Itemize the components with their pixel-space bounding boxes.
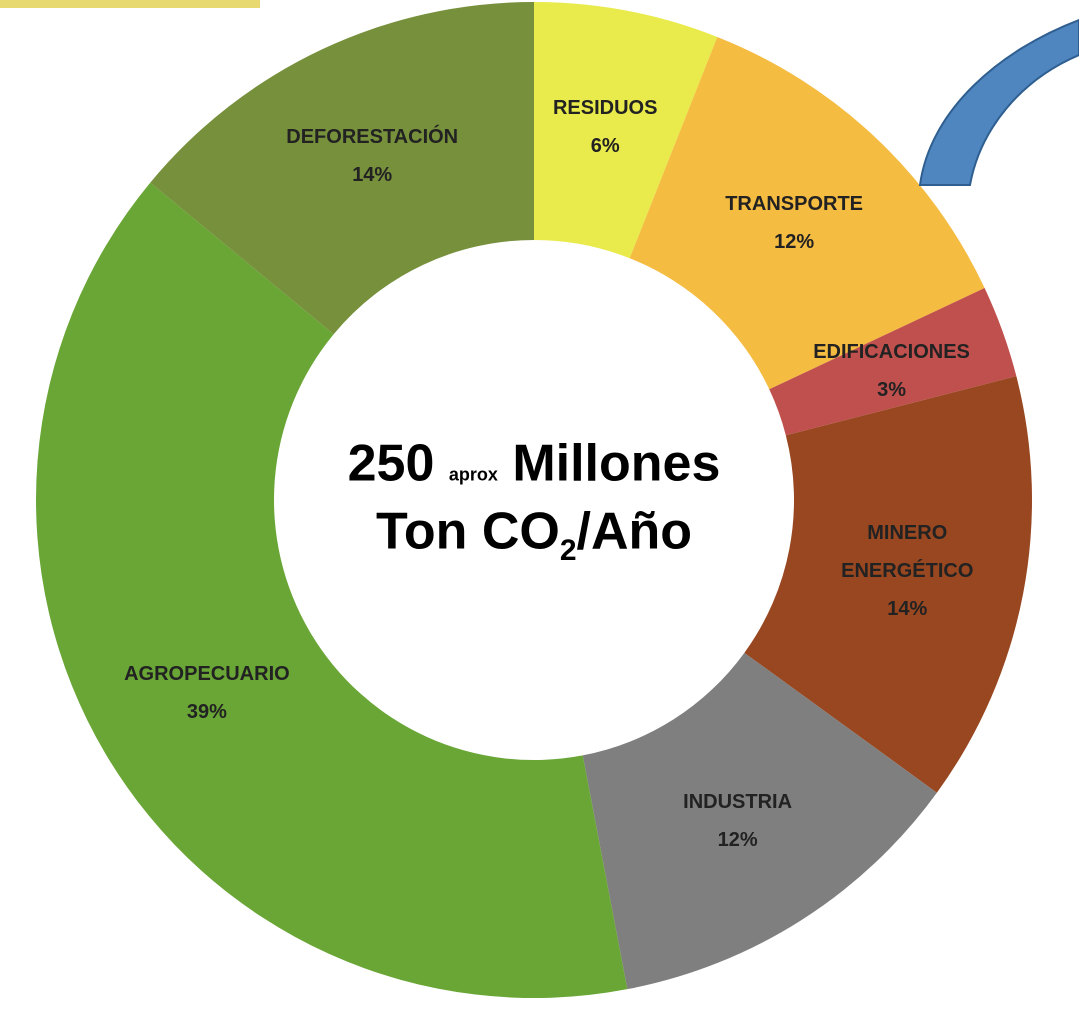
center-number: 250	[347, 434, 435, 493]
donut	[35, 2, 1032, 999]
category-label: EDIFICACIONES	[813, 341, 970, 364]
donut-segment	[629, 36, 985, 390]
segment-label: TRANSPORTE 12%	[694, 185, 894, 261]
center-small: aprox	[448, 464, 498, 485]
value-label: 14%	[887, 598, 928, 621]
category-label: TRANSPORTE	[725, 192, 864, 215]
category-label: INDUSTRIA	[683, 790, 793, 813]
segment-label: MINERO ENERGÉTICO 14%	[807, 514, 1007, 628]
corner-image	[0, 0, 260, 8]
category-label: DEFORESTACIÓN	[286, 126, 459, 149]
donut-segment	[744, 376, 1032, 793]
center-subscript: 2	[559, 533, 577, 567]
arrow-decoration	[918, 18, 1079, 186]
value-label: 12%	[717, 828, 758, 851]
segment-label: RESIDUOS 6%	[505, 89, 705, 165]
center-line2: Ton CO	[375, 502, 560, 561]
value-label: 14%	[352, 164, 393, 187]
value-label: 39%	[186, 701, 227, 724]
category-label: RESIDUOS	[552, 96, 658, 119]
category-label: AGROPECUARIO	[124, 663, 290, 686]
segment-label: AGROPECUARIO 39%	[107, 655, 307, 731]
donut-segment	[534, 2, 718, 259]
center-unit: Millones	[512, 434, 721, 493]
donut-segment	[150, 2, 534, 335]
center-line2-end: /Año	[576, 502, 693, 561]
category-label: MINERO ENERGÉTICO	[841, 522, 974, 583]
segment-label: EDIFICACIONES 3%	[792, 333, 992, 409]
segment-label: DEFORESTACIÓN 14%	[272, 118, 472, 194]
value-label: 12%	[774, 230, 815, 253]
donut-segment	[35, 182, 628, 999]
donut-segment	[769, 287, 1017, 436]
center-text: 250 aprox Millones Ton CO2/Año	[348, 431, 721, 570]
donut-segment	[582, 652, 937, 990]
segment-label: INDUSTRIA 12%	[638, 783, 838, 859]
value-label: 6%	[590, 134, 620, 157]
value-label: 3%	[877, 379, 906, 402]
